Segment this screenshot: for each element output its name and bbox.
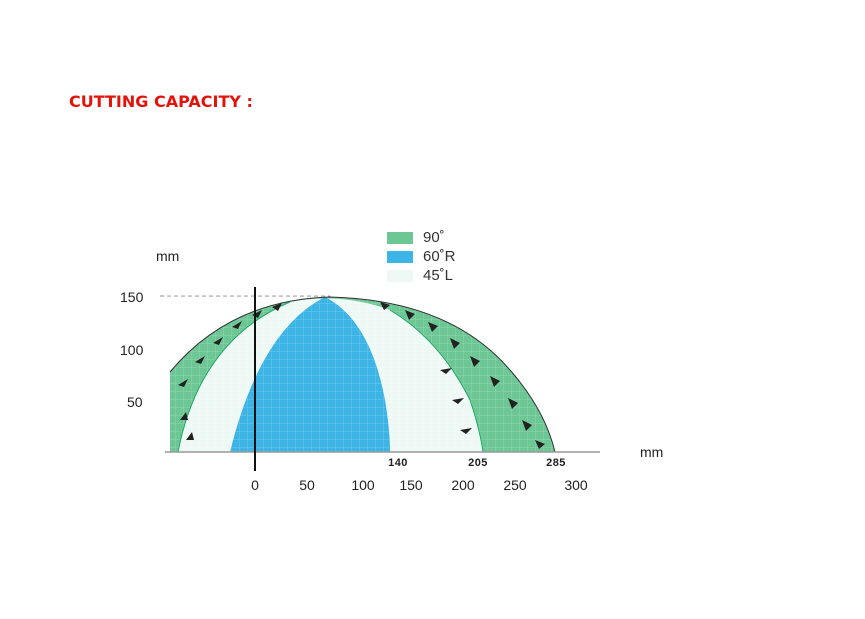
x-tick-150: 150 <box>399 477 423 493</box>
legend-swatch-45l <box>387 269 413 282</box>
y-axis-unit: mm <box>156 248 180 264</box>
y-tick-50: 50 <box>127 394 143 410</box>
legend-item-60r: 60˚R <box>387 247 456 266</box>
x-tick-200: 200 <box>451 477 475 493</box>
legend-swatch-90 <box>387 231 413 244</box>
mark-140: 140 <box>388 457 408 469</box>
legend-item-45l: 45˚L <box>387 266 456 285</box>
x-tick-0: 0 <box>251 477 259 493</box>
mark-285: 285 <box>546 457 566 469</box>
x-tick-250: 250 <box>503 477 527 493</box>
saw-teeth <box>178 302 545 449</box>
mark-205: 205 <box>468 457 488 469</box>
y-tick-150: 150 <box>120 289 144 305</box>
legend-swatch-60r <box>387 250 413 263</box>
y-tick-100: 100 <box>120 342 144 358</box>
x-tick-100: 100 <box>351 477 375 493</box>
x-tick-50: 50 <box>299 477 315 493</box>
x-axis-unit: mm <box>640 444 664 460</box>
page-title: CUTTING CAPACITY : <box>69 92 253 111</box>
legend-item-90: 90˚ <box>387 228 456 247</box>
legend: 90˚ 60˚R 45˚L <box>387 228 456 285</box>
x-tick-300: 300 <box>564 477 588 493</box>
